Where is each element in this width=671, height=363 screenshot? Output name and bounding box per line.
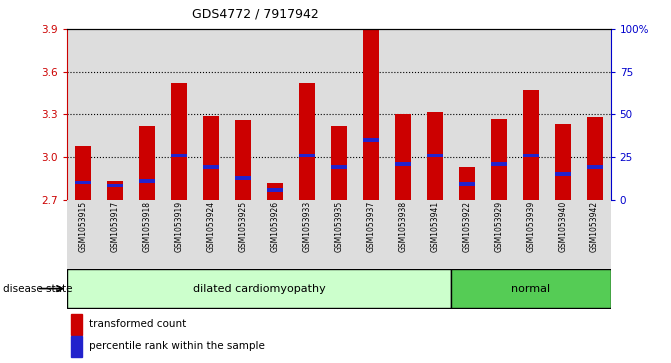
- Bar: [451, 29, 482, 200]
- Bar: [491, 119, 507, 200]
- Bar: [99, 29, 131, 200]
- Bar: [363, 138, 379, 142]
- Bar: [75, 146, 91, 200]
- Text: GSM1053926: GSM1053926: [270, 201, 279, 252]
- Bar: [163, 29, 195, 200]
- Text: GSM1053941: GSM1053941: [430, 201, 440, 252]
- Text: GDS4772 / 7917942: GDS4772 / 7917942: [192, 7, 318, 20]
- Bar: [71, 336, 82, 357]
- Bar: [291, 200, 323, 269]
- Bar: [395, 114, 411, 200]
- Bar: [171, 154, 187, 158]
- Text: GSM1053933: GSM1053933: [303, 201, 311, 252]
- Text: GSM1053924: GSM1053924: [207, 201, 215, 252]
- Bar: [547, 200, 578, 269]
- Text: GSM1053929: GSM1053929: [495, 201, 503, 252]
- FancyBboxPatch shape: [67, 269, 451, 308]
- Bar: [427, 111, 443, 200]
- Bar: [419, 29, 451, 200]
- Bar: [107, 184, 123, 187]
- Bar: [203, 165, 219, 169]
- Bar: [459, 182, 474, 186]
- Text: disease state: disease state: [3, 284, 73, 294]
- Bar: [99, 200, 131, 269]
- Bar: [195, 29, 227, 200]
- Bar: [395, 162, 411, 166]
- Text: GSM1053918: GSM1053918: [142, 201, 152, 252]
- Bar: [163, 200, 195, 269]
- Bar: [291, 29, 323, 200]
- Bar: [555, 124, 570, 200]
- Bar: [267, 188, 283, 192]
- FancyBboxPatch shape: [451, 269, 611, 308]
- Bar: [131, 29, 163, 200]
- Bar: [363, 28, 379, 200]
- Bar: [491, 162, 507, 166]
- Bar: [578, 200, 611, 269]
- Text: normal: normal: [511, 284, 550, 294]
- Bar: [331, 126, 347, 200]
- Bar: [131, 200, 163, 269]
- Text: GSM1053915: GSM1053915: [79, 201, 88, 252]
- Bar: [482, 29, 515, 200]
- Text: GSM1053922: GSM1053922: [462, 201, 471, 252]
- Bar: [299, 83, 315, 200]
- Bar: [75, 181, 91, 184]
- Bar: [427, 154, 443, 158]
- Bar: [586, 165, 603, 169]
- Bar: [355, 29, 386, 200]
- Bar: [482, 200, 515, 269]
- Bar: [451, 200, 482, 269]
- Bar: [71, 314, 82, 335]
- Text: GSM1053939: GSM1053939: [526, 201, 535, 252]
- Bar: [515, 200, 547, 269]
- Text: GSM1053935: GSM1053935: [334, 201, 344, 252]
- Bar: [67, 200, 99, 269]
- Bar: [355, 200, 386, 269]
- Bar: [386, 200, 419, 269]
- Bar: [267, 183, 283, 200]
- Text: percentile rank within the sample: percentile rank within the sample: [89, 341, 265, 351]
- Bar: [235, 176, 251, 180]
- Bar: [523, 90, 539, 200]
- Bar: [259, 29, 291, 200]
- Bar: [203, 116, 219, 200]
- Bar: [323, 200, 355, 269]
- Bar: [171, 83, 187, 200]
- Bar: [459, 167, 474, 200]
- Bar: [386, 29, 419, 200]
- Bar: [235, 120, 251, 200]
- Bar: [139, 179, 155, 183]
- Text: dilated cardiomyopathy: dilated cardiomyopathy: [193, 284, 325, 294]
- Bar: [331, 165, 347, 169]
- Bar: [555, 172, 570, 176]
- Bar: [139, 126, 155, 200]
- Bar: [107, 181, 123, 200]
- Text: GSM1053938: GSM1053938: [399, 201, 407, 252]
- Text: GSM1053925: GSM1053925: [238, 201, 248, 252]
- Text: GSM1053919: GSM1053919: [174, 201, 183, 252]
- Bar: [67, 29, 99, 200]
- Bar: [259, 200, 291, 269]
- Text: GSM1053942: GSM1053942: [590, 201, 599, 252]
- Bar: [586, 117, 603, 200]
- Bar: [323, 29, 355, 200]
- Bar: [299, 154, 315, 158]
- Bar: [515, 29, 547, 200]
- Bar: [227, 29, 259, 200]
- Bar: [227, 200, 259, 269]
- Bar: [547, 29, 578, 200]
- Bar: [195, 200, 227, 269]
- Text: GSM1053917: GSM1053917: [111, 201, 119, 252]
- Bar: [523, 154, 539, 158]
- Text: GSM1053937: GSM1053937: [366, 201, 375, 252]
- Text: transformed count: transformed count: [89, 319, 187, 329]
- Bar: [419, 200, 451, 269]
- Bar: [578, 29, 611, 200]
- Text: GSM1053940: GSM1053940: [558, 201, 567, 252]
